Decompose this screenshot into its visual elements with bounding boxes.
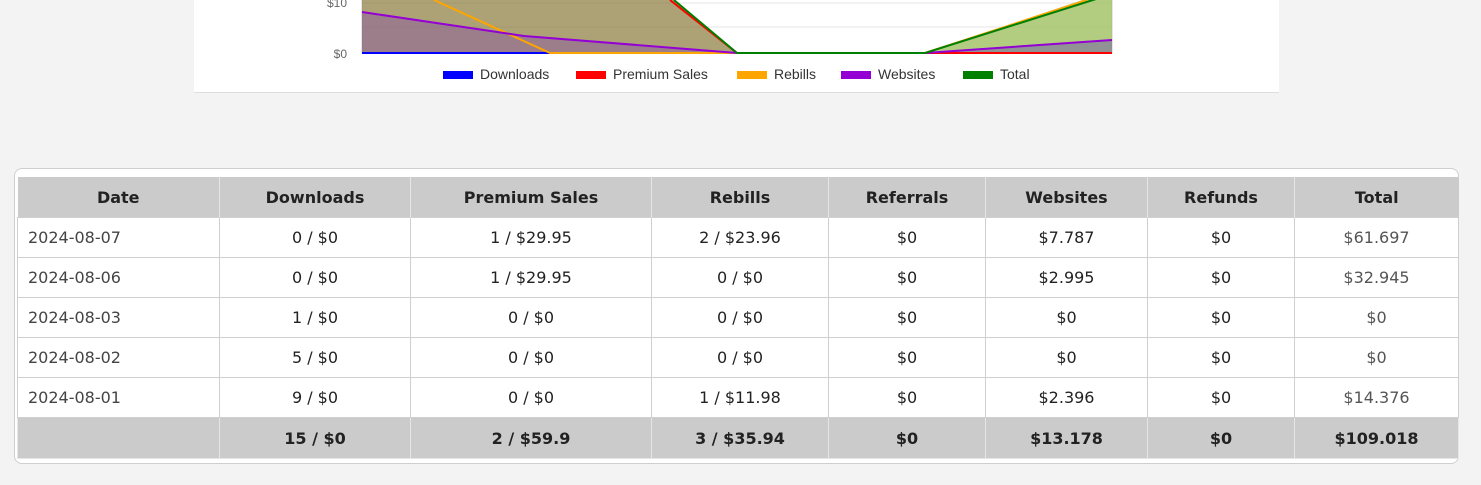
cell-refunds: $0 (1147, 257, 1295, 298)
table-header-row: Date Downloads Premium Sales Rebills Ref… (17, 177, 1459, 218)
cell-referrals: $0 (828, 217, 986, 258)
cell-date: 2024-08-03 (17, 297, 220, 338)
table-row: 2024-08-02 5 / $0 0 / $0 0 / $0 $0 $0 $0… (17, 337, 1459, 378)
legend-label: Rebills (774, 66, 816, 82)
total-cell-premium-sales: 2 / $59.9 (410, 417, 652, 459)
cell-referrals: $0 (828, 377, 986, 418)
cell-total: $32.945 (1294, 257, 1459, 298)
cell-refunds: $0 (1147, 217, 1295, 258)
total-cell-refunds: $0 (1147, 417, 1295, 459)
total-cell-total: $109.018 (1294, 417, 1459, 459)
stats-table-card: Date Downloads Premium Sales Rebills Ref… (14, 168, 1459, 464)
column-header-date[interactable]: Date (17, 177, 220, 218)
table-row: 2024-08-06 0 / $0 1 / $29.95 0 / $0 $0 $… (17, 257, 1459, 298)
legend: Downloads Premium Sales Rebills Websites… (443, 66, 1030, 82)
stats-table: Date Downloads Premium Sales Rebills Ref… (17, 177, 1459, 459)
column-header-rebills[interactable]: Rebills (651, 177, 829, 218)
column-header-total[interactable]: Total (1294, 177, 1459, 218)
legend-item-downloads[interactable]: Downloads (443, 66, 549, 82)
legend-item-total[interactable]: Total (963, 66, 1030, 82)
cell-total: $61.697 (1294, 217, 1459, 258)
legend-item-premium-sales[interactable]: Premium Sales (576, 66, 708, 82)
total-cell-date (17, 417, 220, 459)
chart-svg: $10 $0 Downloads Premium Sales Rebills W… (327, 0, 1113, 82)
cell-rebills: 0 / $0 (651, 257, 829, 298)
total-cell-downloads: 15 / $0 (219, 417, 411, 459)
cell-premium-sales: 0 / $0 (410, 377, 652, 418)
cell-premium-sales: 0 / $0 (410, 337, 652, 378)
series-line-total (673, 0, 1097, 54)
cell-downloads: 9 / $0 (219, 377, 411, 418)
websites-area-left (362, 12, 737, 53)
column-header-websites[interactable]: Websites (985, 177, 1148, 218)
cell-websites: $7.787 (985, 217, 1148, 258)
column-header-refunds[interactable]: Refunds (1147, 177, 1295, 218)
legend-item-rebills[interactable]: Rebills (737, 66, 816, 82)
legend-label: Websites (878, 66, 935, 82)
table-totals-row: 15 / $0 2 / $59.9 3 / $35.94 $0 $13.178 … (17, 417, 1459, 459)
y-tick-label: $10 (327, 0, 347, 10)
cell-downloads: 0 / $0 (219, 217, 411, 258)
table-row: 2024-08-01 9 / $0 0 / $0 1 / $11.98 $0 $… (17, 377, 1459, 418)
table-row: 2024-08-07 0 / $0 1 / $29.95 2 / $23.96 … (17, 217, 1459, 258)
cell-downloads: 5 / $0 (219, 337, 411, 378)
cell-websites: $2.995 (985, 257, 1148, 298)
cell-date: 2024-08-02 (17, 337, 220, 378)
cell-referrals: $0 (828, 257, 986, 298)
legend-swatch (841, 71, 871, 79)
legend-swatch (576, 71, 606, 79)
legend-item-websites[interactable]: Websites (841, 66, 935, 82)
cell-date: 2024-08-06 (17, 257, 220, 298)
cell-date: 2024-08-07 (17, 217, 220, 258)
y-tick-label: $0 (334, 47, 348, 61)
cell-rebills: 0 / $0 (651, 297, 829, 338)
cell-referrals: $0 (828, 337, 986, 378)
legend-swatch (737, 71, 767, 79)
column-header-referrals[interactable]: Referrals (828, 177, 986, 218)
cell-premium-sales: 1 / $29.95 (410, 257, 652, 298)
cell-websites: $2.396 (985, 377, 1148, 418)
total-cell-websites: $13.178 (985, 417, 1148, 459)
legend-label: Premium Sales (613, 66, 708, 82)
total-cell-referrals: $0 (828, 417, 986, 459)
cell-total: $0 (1294, 297, 1459, 338)
column-header-premium-sales[interactable]: Premium Sales (410, 177, 652, 218)
cell-websites: $0 (985, 297, 1148, 338)
cell-total: $14.376 (1294, 377, 1459, 418)
cell-premium-sales: 0 / $0 (410, 297, 652, 338)
total-area-right (925, 0, 1112, 53)
legend-swatch (443, 71, 473, 79)
legend-swatch (963, 71, 993, 79)
chart-card: $10 $0 Downloads Premium Sales Rebills W… (194, 0, 1279, 93)
cell-rebills: 0 / $0 (651, 337, 829, 378)
cell-downloads: 1 / $0 (219, 297, 411, 338)
cell-date: 2024-08-01 (17, 377, 220, 418)
column-header-downloads[interactable]: Downloads (219, 177, 411, 218)
cell-referrals: $0 (828, 297, 986, 338)
cell-websites: $0 (985, 337, 1148, 378)
cell-refunds: $0 (1147, 297, 1295, 338)
cell-premium-sales: 1 / $29.95 (410, 217, 652, 258)
cell-refunds: $0 (1147, 337, 1295, 378)
total-cell-rebills: 3 / $35.94 (651, 417, 829, 459)
cell-rebills: 2 / $23.96 (651, 217, 829, 258)
cell-total: $0 (1294, 337, 1459, 378)
legend-label: Downloads (480, 66, 549, 82)
cell-refunds: $0 (1147, 377, 1295, 418)
cell-rebills: 1 / $11.98 (651, 377, 829, 418)
cell-downloads: 0 / $0 (219, 257, 411, 298)
legend-label: Total (1000, 66, 1030, 82)
table-row: 2024-08-03 1 / $0 0 / $0 0 / $0 $0 $0 $0… (17, 297, 1459, 338)
